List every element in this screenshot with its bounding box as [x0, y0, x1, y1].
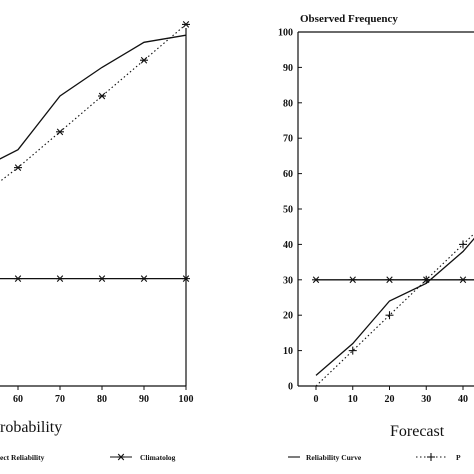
left-x-tick-label: 70	[55, 394, 65, 405]
right-y-tick-label: 50	[283, 205, 293, 216]
left-series-point	[182, 21, 190, 28]
legend-marker	[117, 453, 125, 461]
left-series-point	[56, 275, 64, 282]
right-series-2	[312, 276, 474, 284]
right-y-tick-label: 100	[278, 28, 293, 39]
left-series-line	[0, 34, 187, 160]
right-y-axis-title: Observed Frequency	[300, 13, 398, 25]
legend-label: Reliability Curve	[306, 453, 362, 462]
right-y-tick-label: 60	[283, 169, 293, 180]
legend-label: P	[456, 453, 461, 462]
right-x-tick-label: 30	[421, 394, 431, 405]
left-x-tick-label: 100	[179, 394, 194, 405]
left-x-tick-label: 90	[139, 394, 149, 405]
right-chart-panel: 0 10 20 30 40 50 60 70 80 90 100 0 10 20 30 40	[278, 28, 474, 405]
right-series-point	[348, 276, 357, 284]
left-series-point	[98, 92, 106, 100]
legend-label: Climatolog	[140, 453, 176, 462]
right-series-line	[315, 237, 474, 376]
legend-entry: Reliability Curve	[288, 453, 362, 462]
right-y-tick-label: 30	[283, 275, 293, 286]
left-x-axis-label: robability	[0, 419, 62, 436]
right-y-tick-label: 70	[283, 134, 293, 145]
legend-marker	[427, 453, 435, 461]
right-y-tick-label: 80	[283, 98, 293, 109]
right-series-line	[315, 233, 474, 387]
right-series-1	[315, 233, 474, 387]
right-series-point	[312, 276, 320, 284]
left-series-point	[140, 56, 148, 64]
right-x-tick-label: 40	[458, 394, 468, 405]
right-y-tick-label: 0	[288, 382, 293, 393]
left-series-1	[0, 21, 190, 183]
right-y-tick-label: 20	[283, 311, 293, 322]
left-series-line	[0, 23, 187, 183]
right-y-tick-label: 90	[283, 63, 293, 74]
right-series-0	[315, 237, 474, 376]
right-series-point	[385, 311, 394, 320]
left-series-point	[98, 275, 106, 282]
left-x-tick-label: 80	[97, 394, 107, 405]
right-x-tick-label: 0	[314, 394, 319, 405]
right-x-tick-label: 10	[348, 394, 358, 405]
right-series-point	[459, 240, 467, 249]
right-y-tick-label: 10	[283, 346, 293, 357]
left-series-point	[140, 275, 148, 282]
left-series-point	[14, 164, 22, 171]
left-series-0	[0, 34, 187, 160]
left-series-point	[182, 275, 190, 282]
left-series-2	[0, 275, 190, 282]
right-series-point	[348, 346, 357, 355]
right-y-tick-label: 40	[283, 240, 293, 251]
legend-entry: ect Reliability	[0, 453, 45, 462]
legend-entry: Climatolog	[110, 453, 176, 462]
left-x-tick-label: 60	[13, 394, 23, 405]
right-series-point	[422, 276, 431, 284]
legend: ect Reliability Climatolog Reliability Cur…	[0, 453, 461, 462]
right-x-axis-label: Forecast	[390, 423, 445, 440]
legend-entry: P	[416, 453, 461, 462]
right-series-point	[385, 276, 394, 284]
right-x-tick-label: 20	[385, 394, 395, 405]
left-series-point	[14, 275, 22, 282]
legend-label: ect Reliability	[0, 453, 45, 462]
left-series-point	[56, 128, 64, 136]
right-series-point	[459, 276, 467, 284]
